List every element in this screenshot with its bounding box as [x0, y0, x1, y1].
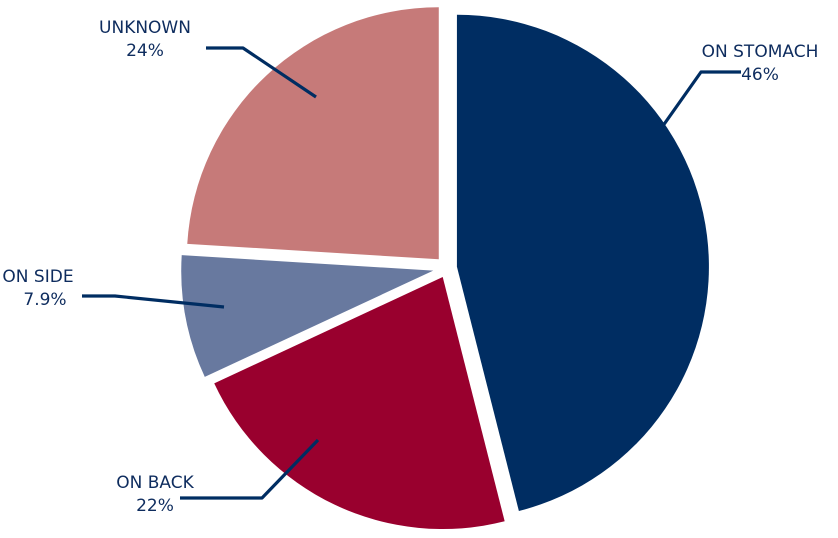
slice-label-on-back: ON BACK [116, 473, 194, 493]
slice-value-label-on-side: 7.9% [23, 290, 66, 310]
leader-line-on-back [180, 438, 320, 500]
labels-layer: ON STOMACH 46% ON BACK 22% ON SIDE 7.9% UNKNOW… [2, 18, 818, 516]
pie-slice-on-side [181, 255, 434, 377]
pie-slice-on-back [214, 277, 505, 530]
leader-lines-layer [82, 46, 741, 500]
slice-label-on-stomach: ON STOMACH [702, 42, 819, 62]
slice-label-unknown: UNKNOWN [99, 18, 191, 38]
leader-line-on-side [82, 294, 225, 309]
slice-label-on-side: ON SIDE [2, 267, 73, 287]
leader-line-unknown [206, 46, 317, 99]
slice-value-label-on-stomach: 46% [741, 65, 779, 85]
pie-slice-unknown [187, 7, 439, 260]
slices-layer [181, 7, 709, 530]
slice-value-label-on-back: 22% [136, 496, 174, 516]
leader-line-on-stomach [658, 70, 741, 131]
slice-value-label-unknown: 24% [126, 41, 164, 61]
pie-slice-on-stomach [456, 14, 709, 512]
